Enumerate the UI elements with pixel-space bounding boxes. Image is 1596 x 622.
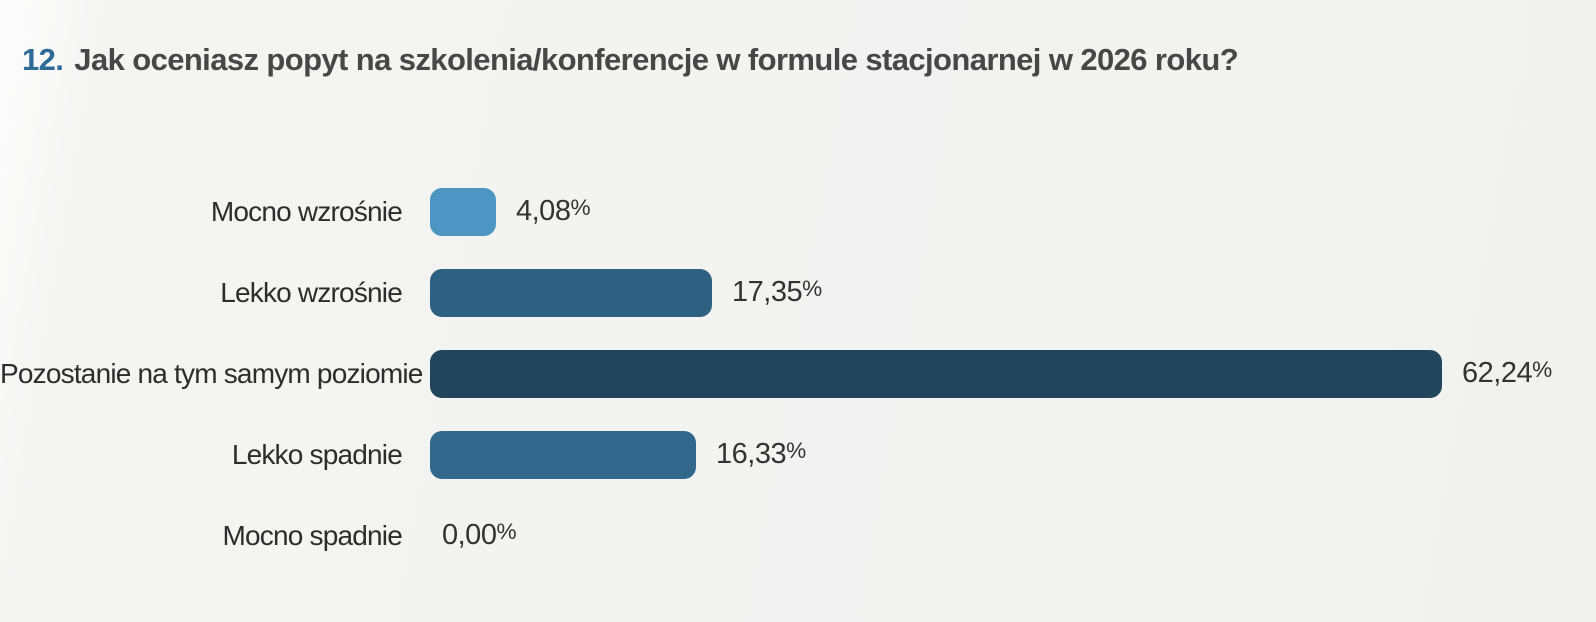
category-label: Pozostanie na tym samym poziomie: [0, 357, 423, 389]
bar-rows: Mocno wzrośnie 4,08% Lekko wzrośnie 17,35% P…: [0, 171, 1596, 576]
value-number: 16,33: [716, 438, 787, 470]
percent-sign: %: [1532, 357, 1552, 383]
percent-sign: %: [570, 195, 591, 221]
value-label: 4,08%: [516, 195, 591, 228]
bar: [430, 268, 712, 317]
bar-row: Mocno spadnie 0,00%: [0, 495, 1596, 576]
question-number: 12.: [22, 42, 64, 77]
bar: [430, 430, 696, 479]
value-label: 62,24%: [1462, 357, 1552, 390]
value-number: 0,00: [442, 519, 497, 551]
question-text: Jak oceniasz popyt na szkolenia/konferen…: [74, 42, 1239, 77]
bar: [430, 349, 1442, 398]
percent-sign: %: [496, 519, 517, 545]
category-label: Mocno wzrośnie: [210, 195, 403, 227]
value-label: 16,33%: [716, 438, 806, 471]
bar-row: Lekko spadnie 16,33%: [0, 414, 1596, 495]
percent-sign: %: [786, 438, 806, 464]
value-number: 4,08: [516, 195, 571, 227]
bar-row: Mocno wzrośnie 4,08%: [0, 171, 1596, 252]
question-title: 12. Jak oceniasz popyt na szkolenia/konfe…: [22, 42, 1239, 78]
category-label: Mocno spadnie: [222, 519, 402, 551]
bar-row: Lekko wzrośnie 17,35%: [0, 252, 1596, 333]
category-label: Lekko wzrośnie: [220, 276, 403, 308]
value-label: 0,00%: [442, 519, 517, 552]
bar: [430, 187, 496, 236]
category-label: Lekko spadnie: [231, 438, 403, 470]
value-label: 17,35%: [732, 276, 822, 309]
value-number: 62,24: [1462, 357, 1533, 389]
value-number: 17,35: [732, 276, 803, 308]
bar-row: Pozostanie na tym samym poziomie 62,24%: [0, 333, 1596, 414]
percent-sign: %: [802, 276, 822, 302]
